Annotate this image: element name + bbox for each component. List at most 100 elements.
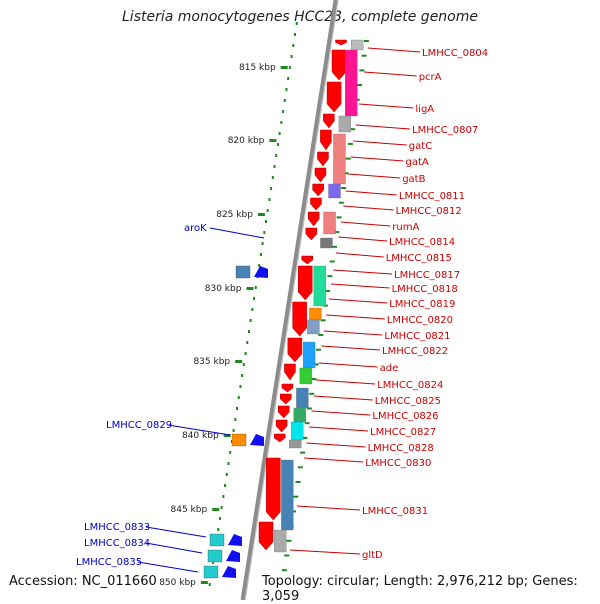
guide-dot (237, 396, 240, 399)
cds-arrow (292, 301, 307, 337)
guide-dot (276, 143, 279, 146)
feature-block (350, 39, 364, 51)
feature-block (289, 439, 302, 449)
gene-label-leader (340, 221, 391, 227)
gene-label-leader (350, 156, 404, 162)
cds-arrow (297, 265, 313, 301)
gene-label-leader (313, 395, 373, 401)
guide-dot (247, 330, 250, 333)
guide-dot (270, 187, 273, 190)
gene-label-right: LMHCC_0817 (394, 270, 460, 281)
cds-arrow (323, 113, 335, 129)
cds-arrow (314, 167, 327, 183)
gene-label-leader (326, 314, 385, 320)
feature-block (323, 211, 336, 235)
strand-tick (338, 201, 344, 204)
gene-label-right: LMHCC_0822 (382, 346, 448, 357)
strand-tick (325, 289, 331, 292)
feature-block (338, 115, 352, 133)
guide-dot (278, 132, 281, 135)
gene-label-leader (318, 362, 378, 368)
guide-dot (246, 341, 249, 344)
strand-tick (347, 142, 353, 145)
gene-label-leader (333, 269, 393, 275)
feature-block (313, 265, 326, 307)
gene-label-leader (209, 227, 265, 239)
strand-tick (359, 69, 365, 72)
guide-dot (287, 77, 290, 80)
guide-dot (292, 44, 295, 47)
gene-label-right: LMHCC_0828 (368, 443, 434, 454)
strand-tick (320, 319, 326, 322)
guide-dot (283, 99, 286, 102)
scale-tick-mark (235, 360, 243, 363)
guide-dot (271, 176, 274, 179)
gene-label-right: ligA (415, 104, 434, 115)
strand-tick (302, 436, 308, 439)
gene-label-leader (167, 424, 231, 436)
guide-dot (293, 33, 296, 36)
gene-label-leader (353, 140, 407, 146)
gene-label-right: LMHCC_0804 (422, 48, 488, 59)
gene-label-right: LMHCC_0824 (377, 380, 443, 391)
scale-tick-mark (223, 434, 231, 437)
reverse-feature-block (209, 533, 225, 547)
gene-label-left: LMHCC_0835 (76, 557, 142, 568)
guide-dot (275, 154, 278, 157)
guide-dot (227, 462, 230, 465)
guide-dot (263, 231, 266, 234)
cds-arrow (273, 433, 286, 443)
cds-arrow (275, 419, 288, 433)
gene-label-right: LMHCC_0821 (384, 331, 450, 342)
guide-dot (282, 110, 285, 113)
guide-dot (217, 528, 220, 531)
strand-tick (281, 569, 287, 572)
backbone-highlight (244, 0, 339, 600)
scale-tick-label: 820 kbp (228, 136, 265, 146)
gene-label-right: LMHCC_0812 (396, 206, 462, 217)
strand-tick (361, 54, 367, 57)
gene-label-left: LMHCC_0834 (84, 538, 150, 549)
gene-label-leader (323, 330, 383, 336)
feature-track-layer (200, 0, 369, 600)
guide-dot (224, 484, 227, 487)
gene-label-right: LMHCC_0819 (389, 299, 455, 310)
cds-arrow (301, 255, 314, 265)
guide-dot (218, 517, 221, 520)
gene-label-right: rumA (392, 222, 419, 233)
guide-dot (288, 66, 291, 69)
guide-dot (280, 121, 283, 124)
feature-block (293, 407, 306, 423)
scale-tick-label: 845 kbp (171, 505, 208, 515)
gene-label-leader (345, 190, 397, 196)
guide-dot (244, 352, 247, 355)
gene-label-left: LMHCC_0829 (106, 420, 172, 431)
gene-label-layer: 815 kbp 820 kbp 825 kbp 830 kbp 835 kbp 840 k… (76, 47, 488, 588)
guide-dot (220, 506, 223, 509)
feature-block (307, 319, 320, 335)
reverse-feature-block (203, 565, 219, 579)
reverse-cds-arrow (222, 566, 236, 578)
scale-tick-mark (280, 66, 288, 69)
reverse-cds-arrow (254, 266, 268, 278)
scale-tick-mark (246, 287, 254, 290)
gene-label-left: aroK (184, 223, 207, 234)
cds-arrow (326, 81, 342, 113)
guide-dot (265, 220, 267, 223)
feature-block (309, 307, 322, 321)
feature-block (302, 341, 316, 369)
gene-label-right: LMHCC_0807 (412, 125, 478, 136)
strand-tick (286, 539, 292, 542)
scale-tick-mark (212, 508, 220, 511)
cds-arrow (335, 39, 347, 46)
feature-block (320, 237, 333, 249)
strand-tick (341, 187, 347, 189)
guide-dot (229, 451, 232, 454)
scale-tick-mark (269, 139, 277, 142)
strand-tick (295, 481, 301, 483)
gene-label-leader (348, 173, 401, 179)
feature-block (299, 367, 312, 385)
gene-label-leader (343, 205, 394, 211)
gene-label-right: gatA (406, 157, 429, 168)
strand-tick (327, 275, 333, 278)
